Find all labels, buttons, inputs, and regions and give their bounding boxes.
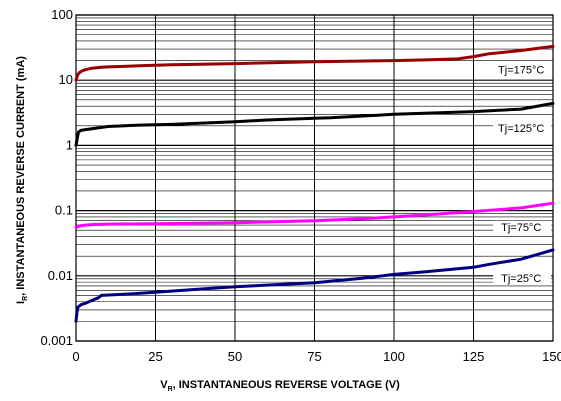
y-axis-title-main: I <box>15 301 27 304</box>
x-axis-title: VR, INSTANTANEOUS REVERSE VOLTAGE (V) <box>160 379 400 393</box>
y-axis-title-rest: , INSTANTANEOUS REVERSE CURRENT (mA) <box>15 56 27 296</box>
x-tick-label: 50 <box>228 349 242 364</box>
x-tick-label: 125 <box>463 349 485 364</box>
series-label-bg <box>493 220 552 234</box>
y-tick-label: 1 <box>66 137 73 152</box>
series-label-bg <box>493 272 552 286</box>
series-label-2: Tj=75°C <box>501 222 541 234</box>
y-tick-label: 0.1 <box>55 203 73 218</box>
y-axis-title: IR, INSTANTANEOUS REVERSE CURRENT (mA) <box>15 56 29 304</box>
series-line-1 <box>74 101 555 147</box>
y-tick-label: 0.01 <box>48 268 73 283</box>
series-label-3: Tj=25°C <box>501 273 541 285</box>
series-label-bg <box>493 63 552 77</box>
series-line-3 <box>74 248 555 323</box>
x-axis-title-subscript: R <box>168 386 173 393</box>
series-line-2 <box>74 201 555 229</box>
series-label-bg <box>493 122 552 136</box>
x-tick-label: 150 <box>542 349 561 364</box>
y-axis-title-subscript: R <box>22 296 29 301</box>
y-tick-label: 100 <box>51 7 73 22</box>
x-tick-label: 25 <box>148 349 162 364</box>
x-axis-title-rest: , INSTANTANEOUS REVERSE VOLTAGE (V) <box>173 379 400 391</box>
x-tick-label: 75 <box>307 349 321 364</box>
y-tick-label: 10 <box>59 72 73 87</box>
x-tick-label: 100 <box>383 349 405 364</box>
x-tick-label: 0 <box>72 349 79 364</box>
series-line-0 <box>74 44 555 82</box>
series-label-0: Tj=175°C <box>498 65 544 77</box>
series-lines <box>74 44 555 323</box>
y-tick-labels: 0.001 0.01 0.1 1 10 100 <box>40 7 73 348</box>
y-tick-label: 0.001 <box>40 333 73 348</box>
series-labels: Tj=175°C Tj=125°C Tj=75°C Tj=25°C <box>493 63 552 286</box>
x-tick-labels: 0 25 50 75 100 125 150 <box>72 349 561 364</box>
plot-frame <box>75 14 554 342</box>
series-label-1: Tj=125°C <box>498 123 544 135</box>
x-axis-title-main: V <box>160 379 168 391</box>
